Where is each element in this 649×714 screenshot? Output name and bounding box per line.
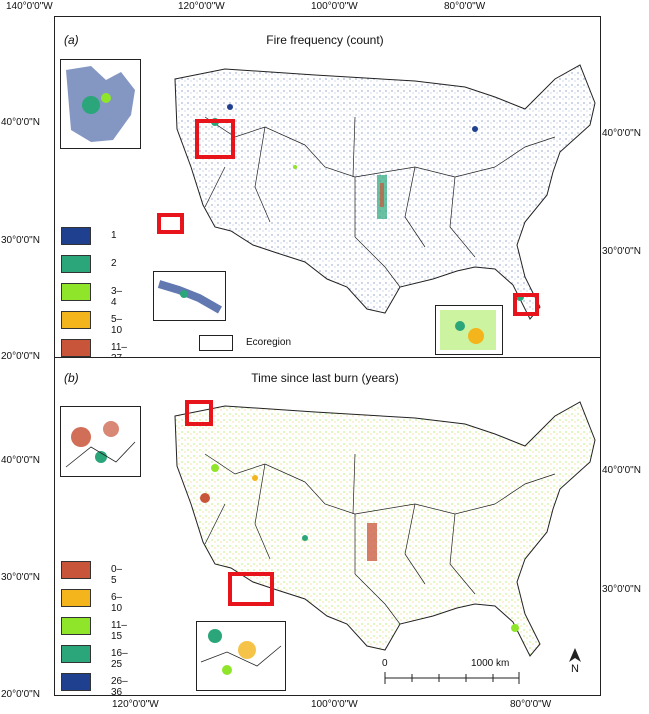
panel-b-inset-southwest	[196, 621, 286, 691]
right-axis-label-40n-b: 40°0'0"N	[602, 465, 641, 476]
highlight-box-florida	[513, 293, 539, 316]
left-axis-label-40n-b: 40°0'0"N	[1, 455, 40, 466]
legend-swatch	[61, 617, 91, 635]
panel-b-title: Time since last burn (years)	[251, 371, 399, 385]
left-axis-label-20n-a: 20°0'0"N	[1, 351, 40, 362]
highlight-box-northwest	[185, 400, 213, 426]
top-axis-label-120w: 120°0'0"W	[178, 1, 225, 12]
right-axis-label-30n-a: 30°0'0"N	[602, 246, 641, 257]
panel-a-frame: (a) Fire frequency (count) 1	[54, 16, 601, 364]
highlight-box-southwest	[228, 572, 274, 606]
panel-b-frame: (b) Time since last burn (years) 0–5 6–1…	[54, 357, 601, 698]
highlight-box-socal	[157, 213, 184, 234]
inset-image	[436, 306, 502, 354]
ecoregion-lines	[204, 116, 556, 288]
inset-image	[61, 60, 140, 148]
right-axis-label-40n-a: 40°0'0"N	[602, 128, 641, 139]
north-label: N	[571, 663, 579, 675]
ecoregion-lines	[204, 453, 556, 625]
left-axis-label-20n-b: 20°0'0"N	[1, 689, 40, 700]
panel-a-title: Fire frequency (count)	[266, 33, 384, 47]
legend-swatch	[61, 227, 91, 245]
legend-swatch	[61, 311, 91, 329]
scale-end-label: 1000 km	[471, 658, 510, 669]
conus-outline	[174, 401, 596, 657]
panel-a-inset-florida	[435, 305, 503, 355]
legend-swatch	[61, 561, 91, 579]
highlight-box-west	[195, 119, 235, 159]
legend-label: 1	[111, 230, 117, 241]
legend-swatch	[61, 339, 91, 357]
legend-swatch	[61, 589, 91, 607]
bottom-axis-label-120w: 120°0'0"W	[112, 699, 159, 710]
left-axis-label-30n-b: 30°0'0"N	[1, 572, 40, 583]
panel-a-letter: (a)	[64, 33, 79, 47]
legend-label: 2	[111, 258, 117, 269]
burn-patches-b	[200, 464, 519, 632]
left-axis-label-40n-a: 40°0'0"N	[1, 117, 40, 128]
legend-swatch	[61, 283, 91, 301]
legend-label: 16–25	[111, 648, 128, 670]
inset-image	[61, 407, 140, 476]
legend-label: 26–36	[111, 676, 128, 698]
scale-bar	[384, 672, 520, 684]
legend-swatch	[61, 645, 91, 663]
bottom-axis-label-100w: 100°0'0"W	[311, 699, 358, 710]
top-axis-label-80w: 80°0'0"W	[444, 1, 486, 12]
panel-a-map	[157, 64, 596, 320]
panel-b-letter: (b)	[64, 371, 79, 385]
legend-swatch	[61, 673, 91, 691]
legend-label: 11–15	[111, 620, 127, 642]
scale-start-label: 0	[382, 658, 388, 669]
panel-a-inset-socal	[153, 271, 226, 321]
panel-a-inset-topleft	[60, 59, 141, 149]
bottom-axis-label-80w: 80°0'0"W	[510, 699, 552, 710]
panel-b-map	[174, 400, 596, 684]
ecoregion-swatch	[199, 335, 233, 351]
panel-b-inset-topleft	[60, 406, 141, 477]
legend-label: 5–10	[111, 314, 123, 336]
right-axis-label-30n-b: 30°0'0"N	[602, 584, 641, 595]
left-axis-label-30n-a: 30°0'0"N	[1, 235, 40, 246]
inset-image	[197, 622, 285, 690]
top-axis-label-100w: 100°0'0"W	[311, 1, 358, 12]
ecoregion-label: Ecoregion	[246, 337, 292, 348]
legend-label: 0–5	[111, 564, 123, 586]
legend-label: 6–10	[111, 592, 123, 614]
legend-swatch	[61, 255, 91, 273]
north-arrow	[569, 648, 581, 662]
top-axis-label-140w: 140°0'0"W	[6, 1, 53, 12]
legend-label: 3–4	[111, 286, 123, 308]
inset-image	[154, 272, 225, 320]
